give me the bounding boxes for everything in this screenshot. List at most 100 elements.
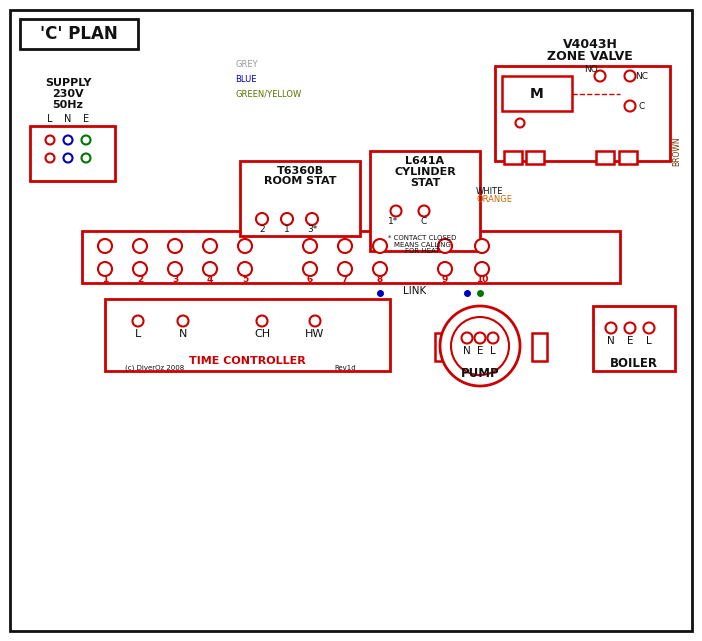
Circle shape — [46, 153, 55, 163]
Circle shape — [46, 135, 55, 144]
Circle shape — [303, 239, 317, 253]
Text: 9: 9 — [442, 274, 448, 283]
FancyBboxPatch shape — [30, 126, 115, 181]
Text: L: L — [47, 114, 53, 124]
Circle shape — [133, 315, 143, 326]
Text: 230V: 230V — [52, 89, 84, 99]
Text: STAT: STAT — [410, 178, 440, 188]
Circle shape — [606, 322, 616, 333]
FancyBboxPatch shape — [619, 151, 637, 164]
Text: 7: 7 — [342, 274, 348, 283]
Text: Rev1d: Rev1d — [334, 365, 356, 371]
Circle shape — [373, 239, 387, 253]
Text: CYLINDER: CYLINDER — [394, 167, 456, 177]
Circle shape — [63, 135, 72, 144]
Text: FOR HEAT: FOR HEAT — [405, 248, 439, 254]
Text: 1*: 1* — [388, 217, 398, 226]
Circle shape — [303, 262, 317, 276]
Text: PUMP: PUMP — [461, 367, 499, 379]
FancyBboxPatch shape — [82, 231, 620, 283]
Circle shape — [256, 213, 268, 225]
Text: 6: 6 — [307, 274, 313, 283]
Text: (c) DiverOz 2008: (c) DiverOz 2008 — [126, 365, 185, 371]
Circle shape — [338, 262, 352, 276]
Text: N: N — [607, 336, 615, 346]
Circle shape — [133, 239, 147, 253]
Text: E: E — [477, 346, 483, 356]
Text: C: C — [639, 101, 645, 110]
Circle shape — [440, 306, 520, 386]
Circle shape — [461, 333, 472, 344]
Text: N: N — [179, 329, 187, 339]
Text: GREEN/YELLOW: GREEN/YELLOW — [235, 90, 301, 99]
Text: L: L — [135, 329, 141, 339]
Text: N: N — [463, 346, 471, 356]
Text: T6360B: T6360B — [277, 166, 324, 176]
Circle shape — [238, 262, 252, 276]
Text: SUPPLY: SUPPLY — [45, 78, 91, 88]
FancyBboxPatch shape — [240, 161, 360, 236]
Text: * CONTACT CLOSED: * CONTACT CLOSED — [388, 235, 456, 241]
Circle shape — [81, 153, 91, 163]
Text: MEANS CALLING: MEANS CALLING — [394, 242, 451, 248]
Text: E: E — [83, 114, 89, 124]
Circle shape — [98, 262, 112, 276]
FancyBboxPatch shape — [593, 306, 675, 371]
FancyBboxPatch shape — [526, 151, 544, 164]
Circle shape — [625, 71, 635, 81]
Text: E: E — [627, 336, 633, 346]
Circle shape — [203, 239, 217, 253]
FancyBboxPatch shape — [502, 76, 572, 111]
Text: ROOM STAT: ROOM STAT — [264, 176, 336, 186]
FancyBboxPatch shape — [105, 299, 390, 371]
Text: V4043H: V4043H — [562, 38, 618, 51]
FancyBboxPatch shape — [20, 19, 138, 49]
Circle shape — [168, 262, 182, 276]
Circle shape — [81, 135, 91, 144]
Text: N: N — [65, 114, 72, 124]
Circle shape — [168, 239, 182, 253]
Circle shape — [475, 262, 489, 276]
Text: 5: 5 — [242, 274, 248, 283]
Text: 3: 3 — [172, 274, 178, 283]
Circle shape — [451, 317, 509, 375]
Text: 10: 10 — [476, 274, 488, 283]
Circle shape — [475, 333, 486, 344]
Text: ORANGE: ORANGE — [476, 194, 512, 203]
Circle shape — [438, 262, 452, 276]
Circle shape — [595, 71, 606, 81]
Circle shape — [281, 213, 293, 225]
FancyBboxPatch shape — [495, 66, 670, 161]
Text: TIME CONTROLLER: TIME CONTROLLER — [189, 356, 305, 366]
Circle shape — [63, 153, 72, 163]
Circle shape — [487, 333, 498, 344]
Text: M: M — [530, 87, 544, 101]
Circle shape — [644, 322, 654, 333]
Circle shape — [306, 213, 318, 225]
Text: 2: 2 — [259, 224, 265, 233]
Text: L: L — [490, 346, 496, 356]
Circle shape — [203, 262, 217, 276]
FancyBboxPatch shape — [370, 151, 480, 251]
FancyBboxPatch shape — [10, 10, 692, 631]
Circle shape — [625, 322, 635, 333]
Text: 4: 4 — [207, 274, 213, 283]
Text: BLUE: BLUE — [235, 74, 256, 83]
Text: C: C — [421, 217, 427, 226]
Text: HW: HW — [305, 329, 325, 339]
Circle shape — [238, 239, 252, 253]
Text: NC: NC — [635, 72, 649, 81]
Text: 3*: 3* — [307, 224, 317, 233]
Circle shape — [373, 262, 387, 276]
Circle shape — [515, 119, 524, 128]
FancyBboxPatch shape — [435, 333, 450, 361]
Text: 2: 2 — [137, 274, 143, 283]
Text: 1: 1 — [102, 274, 108, 283]
FancyBboxPatch shape — [596, 151, 614, 164]
Circle shape — [133, 262, 147, 276]
Circle shape — [98, 239, 112, 253]
Text: 8: 8 — [377, 274, 383, 283]
Circle shape — [338, 239, 352, 253]
Text: BROWN: BROWN — [672, 136, 681, 166]
Circle shape — [256, 315, 267, 326]
